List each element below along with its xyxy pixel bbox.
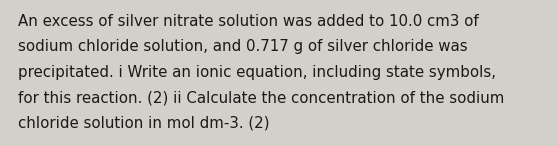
Text: chloride solution in mol dm-3. (2): chloride solution in mol dm-3. (2)	[18, 116, 270, 131]
Text: sodium chloride solution, and 0.717 g of silver chloride was: sodium chloride solution, and 0.717 g of…	[18, 40, 468, 54]
Text: precipitated. i Write an ionic equation, including state symbols,: precipitated. i Write an ionic equation,…	[18, 65, 496, 80]
Text: An excess of silver nitrate solution was added to 10.0 cm3 of: An excess of silver nitrate solution was…	[18, 14, 479, 29]
Text: for this reaction. (2) ii Calculate the concentration of the sodium: for this reaction. (2) ii Calculate the …	[18, 91, 504, 106]
